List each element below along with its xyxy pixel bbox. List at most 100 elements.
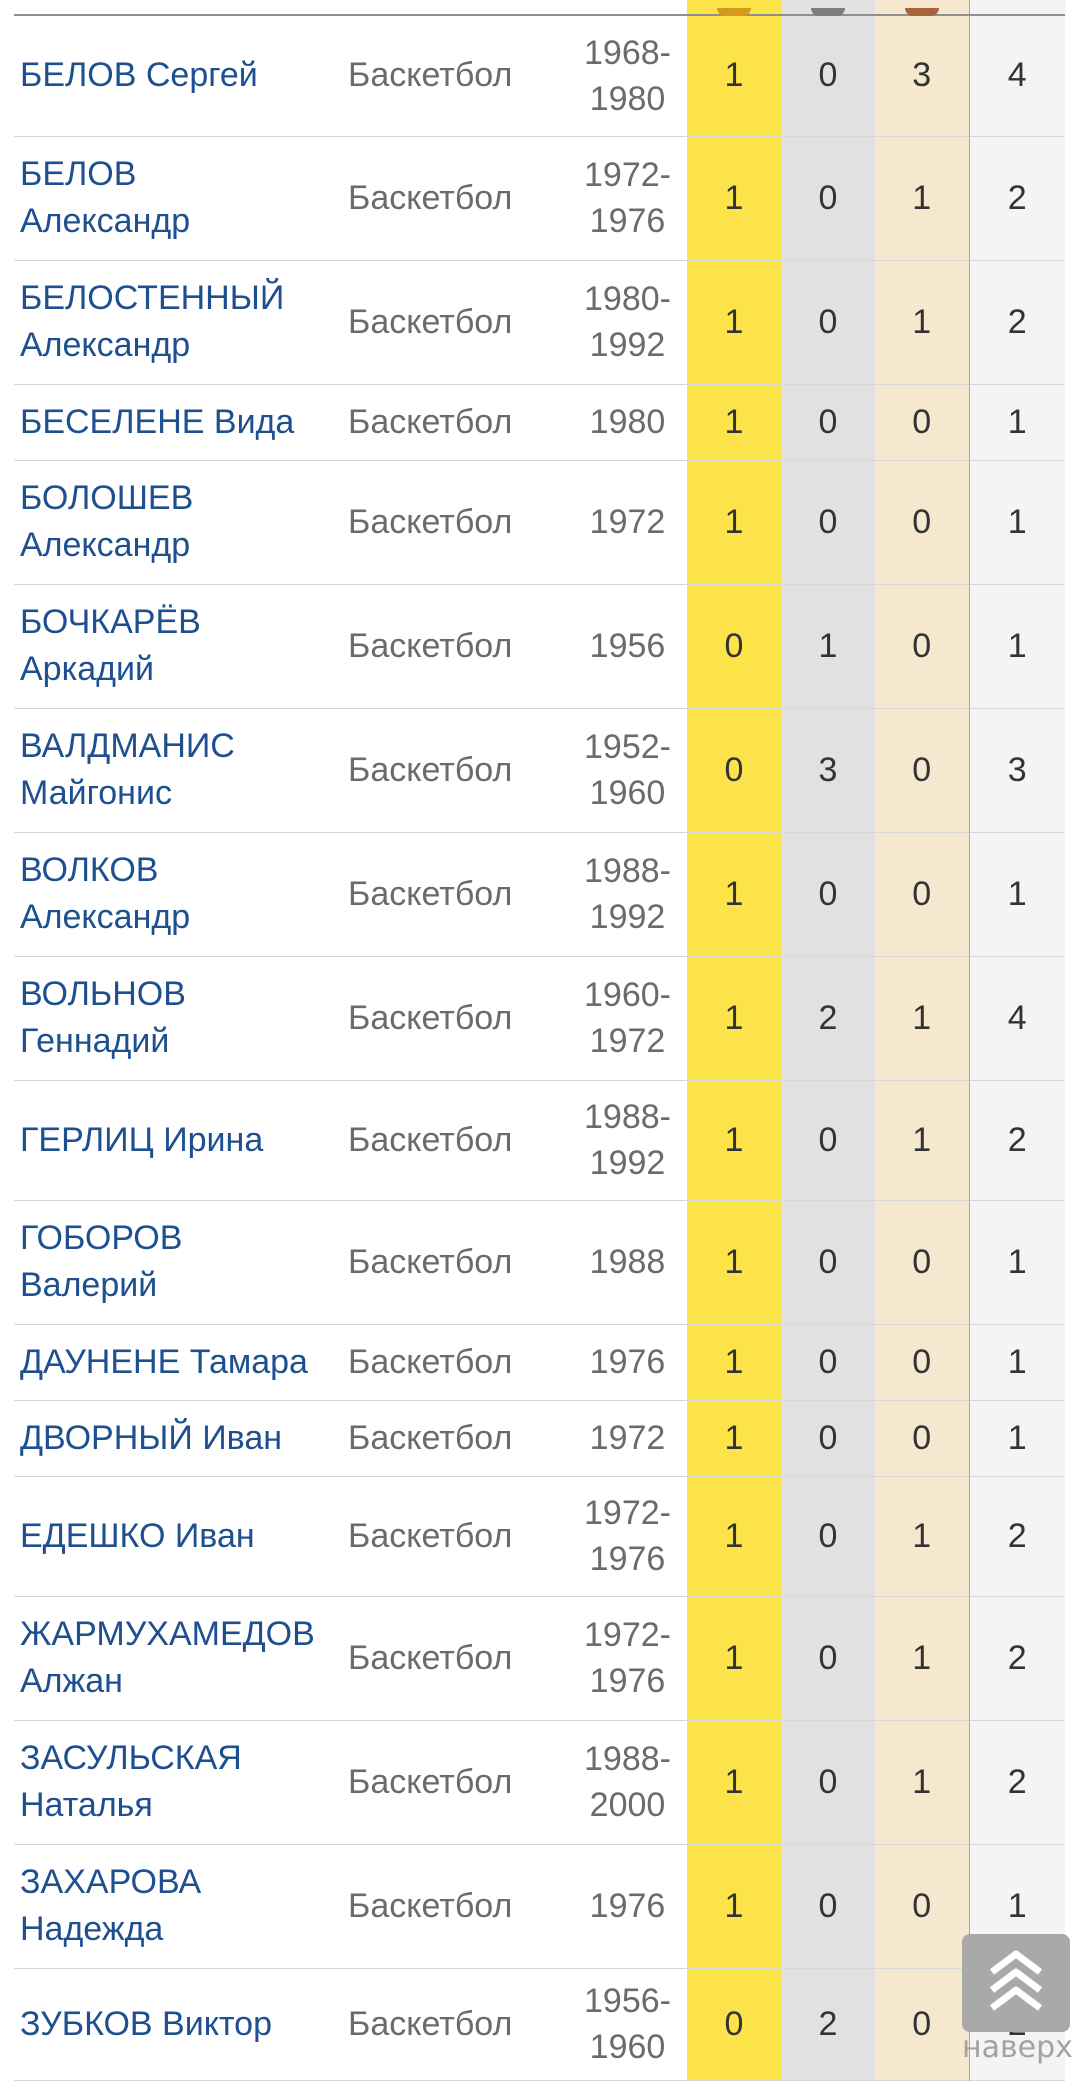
athlete-name-line[interactable]: Александр: [20, 326, 191, 364]
silver-header: [781, 0, 875, 16]
athlete-name-link[interactable]: ДАУНЕНЕ Тамара: [14, 1324, 342, 1400]
athlete-name-line[interactable]: ЕДЕШКО Иван: [20, 1516, 255, 1555]
sport-cell: Баскетбол: [348, 1762, 513, 1801]
athlete-name-link[interactable]: ВАЛДМАНИС Майгонис: [14, 708, 342, 832]
athlete-name-line[interactable]: Александр: [20, 526, 191, 564]
bronze-count-cell: 1: [875, 1596, 969, 1720]
sport-cell: Баскетбол: [348, 178, 513, 217]
athlete-name-line[interactable]: Александр: [20, 898, 191, 936]
total-count-cell: 2: [968, 1596, 1065, 1720]
silver-count-cell: 2: [781, 1968, 875, 2080]
sport-cell: Баскетбол: [348, 750, 513, 789]
total-count-cell: 2: [968, 1720, 1065, 1844]
silver-count-cell: 0: [781, 16, 875, 136]
years-line: 1960: [589, 2028, 666, 2066]
athlete-name-line[interactable]: Аркадий: [20, 650, 154, 688]
years-cell: 1972- 1976: [568, 136, 687, 260]
table-row: ЗАСУЛЬСКАЯ Наталья Баскетбол 1988- 2000 1 0 1 2: [14, 1720, 1065, 1844]
silver-count-cell: 0: [781, 1200, 875, 1324]
athlete-name-line[interactable]: БЕЛОВ: [20, 155, 137, 193]
athlete-name-link[interactable]: ЗАСУЛЬСКАЯ Наталья: [14, 1720, 342, 1844]
years-line: 1972: [589, 1419, 666, 1457]
table-header-strip: [14, 0, 1066, 16]
athlete-name-line[interactable]: ЗАХАРОВА: [20, 1863, 202, 1901]
table-row: ГЕРЛИЦ Ирина Баскетбол 1988- 1992 1 0 1 2: [14, 1080, 1065, 1200]
years-line: 1972: [589, 1022, 666, 1060]
athlete-name-line[interactable]: ГЕРЛИЦ Ирина: [20, 1120, 264, 1159]
total-count-cell: 4: [968, 956, 1065, 1080]
athlete-name-line[interactable]: ДАУНЕНЕ Тамара: [20, 1342, 308, 1381]
years-line: 1988-: [584, 852, 671, 890]
silver-medal-icon: [811, 8, 845, 16]
athlete-name-line[interactable]: ВОЛКОВ: [20, 851, 159, 889]
years-cell: 1988- 1992: [568, 1080, 687, 1200]
athlete-name-line[interactable]: Валерий: [20, 1266, 158, 1304]
athlete-name-link[interactable]: ЕДЕШКО Иван: [14, 1476, 342, 1596]
years-line: 1956: [589, 627, 666, 665]
years-cell: 1960- 1972: [568, 956, 687, 1080]
years-line: 1988-: [584, 1098, 671, 1136]
athlete-name-line[interactable]: Наталья: [20, 1786, 153, 1824]
athlete-name-link[interactable]: ГЕРЛИЦ Ирина: [14, 1080, 342, 1200]
table-row: БЕСЕЛЕНЕ Вида Баскетбол 1980 1 0 0 1: [14, 384, 1065, 460]
athlete-name-link[interactable]: БОЛОШЕВ Александр: [14, 460, 342, 584]
athlete-name-link[interactable]: БОЧКАРЁВ Аркадий: [14, 584, 342, 708]
athlete-name-link[interactable]: ЖАРМУХАМЕДОВ Алжан: [14, 1596, 342, 1720]
athlete-name-link[interactable]: ВОЛЬНОВ Геннадий: [14, 956, 342, 1080]
athlete-name-link[interactable]: БЕЛОСТЕННЫЙ Александр: [14, 260, 342, 384]
athlete-name-line[interactable]: БЕЛОСТЕННЫЙ: [20, 279, 285, 317]
athletes-table: БЕЛОВ Сергей Баскетбол 1968- 1980 1 0 3 4 БЕЛОВ А…: [14, 16, 1065, 2081]
athlete-name-link[interactable]: ГОБОРОВ Валерий: [14, 1200, 342, 1324]
gold-count-cell: 0: [687, 584, 781, 708]
athlete-name-line[interactable]: ВОЛЬНОВ: [20, 975, 186, 1013]
athlete-name-line[interactable]: БОЛОШЕВ: [20, 479, 194, 517]
athlete-name-link[interactable]: ДВОРНЫЙ Иван: [14, 1400, 342, 1476]
athlete-name-line[interactable]: ЖАРМУХАМЕДОВ: [20, 1615, 315, 1653]
athlete-name-line[interactable]: Алжан: [20, 1662, 123, 1700]
athlete-name-line[interactable]: ГОБОРОВ: [20, 1219, 183, 1257]
years-line: 1960: [589, 774, 666, 812]
athlete-name-link[interactable]: БЕЛОВ Сергей: [14, 16, 342, 136]
scroll-to-top-box[interactable]: [962, 1934, 1070, 2032]
athlete-name-line[interactable]: БЕЛОВ Сергей: [20, 56, 258, 95]
athlete-name-line[interactable]: ЗАСУЛЬСКАЯ: [20, 1739, 242, 1777]
silver-count-cell: 1: [781, 584, 875, 708]
gold-count-cell: 1: [687, 1720, 781, 1844]
athlete-name-line[interactable]: Майгонис: [20, 774, 172, 812]
total-count-cell: 4: [968, 16, 1065, 136]
athlete-name-line[interactable]: Геннадий: [20, 1022, 170, 1060]
bronze-count-cell: 1: [875, 136, 969, 260]
total-count-cell: 2: [968, 1080, 1065, 1200]
sport-cell: Баскетбол: [348, 402, 513, 441]
years-cell: 1976: [568, 1324, 687, 1400]
athlete-name-line[interactable]: Александр: [20, 202, 191, 240]
gold-count-cell: 1: [687, 1080, 781, 1200]
athlete-name-line[interactable]: ЗУБКОВ Виктор: [20, 2004, 272, 2043]
bronze-count-cell: 0: [875, 708, 969, 832]
gold-header: [687, 0, 781, 16]
scroll-to-top-button[interactable]: наверх: [962, 1934, 1073, 2064]
gold-count-cell: 1: [687, 1596, 781, 1720]
athlete-name-link[interactable]: БЕСЕЛЕНЕ Вида: [14, 384, 342, 460]
athlete-name-link[interactable]: ВОЛКОВ Александр: [14, 832, 342, 956]
athlete-name-line[interactable]: Надежда: [20, 1910, 164, 1948]
gold-count-cell: 1: [687, 260, 781, 384]
total-count-cell: 1: [968, 1400, 1065, 1476]
athlete-name-line[interactable]: БЕСЕЛЕНЕ Вида: [20, 402, 295, 441]
years-line: 1956-: [584, 1982, 671, 2020]
athlete-name-line[interactable]: ВАЛДМАНИС: [20, 727, 235, 765]
gold-count-cell: 0: [687, 708, 781, 832]
athlete-name-line[interactable]: БОЧКАРЁВ: [20, 603, 201, 641]
table-row: БОЛОШЕВ Александр Баскетбол 1972 1 0 0 1: [14, 460, 1065, 584]
athlete-name-link[interactable]: ЗАХАРОВА Надежда: [14, 1844, 342, 1968]
total-count-cell: 1: [968, 832, 1065, 956]
table-row: ВАЛДМАНИС Майгонис Баскетбол 1952- 1960 0 3 0 3: [14, 708, 1065, 832]
athlete-name-link[interactable]: ЗУБКОВ Виктор: [14, 1968, 342, 2080]
athlete-name-line[interactable]: ДВОРНЫЙ Иван: [20, 1418, 283, 1457]
athlete-name-link[interactable]: БЕЛОВ Александр: [14, 136, 342, 260]
table-row: ВОЛЬНОВ Геннадий Баскетбол 1960- 1972 1 2 1 4: [14, 956, 1065, 1080]
gold-count-cell: 1: [687, 16, 781, 136]
table-row: БЕЛОВ Александр Баскетбол 1972- 1976 1 0 1 2: [14, 136, 1065, 260]
bronze-count-cell: 1: [875, 260, 969, 384]
bronze-count-cell: 0: [875, 832, 969, 956]
